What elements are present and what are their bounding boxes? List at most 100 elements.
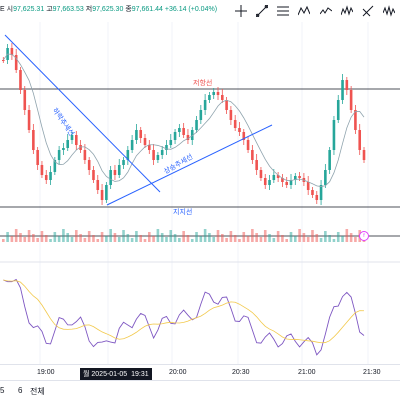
candle-body — [311, 190, 314, 195]
rsi-line — [3, 278, 365, 356]
high-label: 고 — [46, 6, 53, 13]
candle-body — [255, 160, 258, 170]
volume-bar — [319, 238, 323, 242]
volume-bar — [19, 233, 22, 242]
candle-body — [40, 165, 44, 175]
volume-bar — [298, 229, 301, 242]
rsi-pane — [3, 278, 365, 356]
range-button-all[interactable]: 전체 — [30, 387, 45, 396]
volume-bar — [263, 230, 267, 242]
candle-body — [14, 55, 18, 70]
volume-bar — [66, 233, 70, 242]
volume-bar — [2, 239, 5, 242]
volume-bar — [49, 239, 52, 242]
candle-body — [362, 150, 366, 160]
indicator-badge[interactable]: f — [359, 231, 369, 241]
volume-bar — [268, 234, 271, 242]
candle-body — [173, 132, 177, 140]
candle-body — [233, 120, 237, 128]
range-button-a[interactable]: 5 — [0, 386, 5, 395]
volume-bar — [289, 232, 293, 242]
trend-line-icon[interactable] — [254, 3, 270, 19]
candle-body — [2, 60, 5, 61]
volume-bar — [332, 239, 336, 242]
zoom-icon[interactable] — [381, 3, 397, 19]
candle-body — [165, 145, 168, 150]
time-tick: 21:30 — [363, 369, 381, 376]
measure-icon[interactable] — [360, 3, 376, 19]
candle-body — [130, 140, 134, 150]
volume-bar — [36, 238, 39, 242]
candlesticks — [2, 43, 366, 205]
volume-bar — [165, 237, 168, 242]
candle-body — [122, 160, 125, 165]
resistance-label: 저항선 — [193, 80, 213, 87]
volume-bar — [27, 230, 31, 242]
crosshair-icon[interactable] — [233, 3, 249, 19]
fib-icon[interactable] — [275, 3, 291, 19]
volume-bar — [53, 232, 57, 242]
low-label: 저 — [85, 6, 93, 13]
candle-body — [229, 110, 233, 120]
candle-body — [36, 150, 39, 165]
drawing-toolbar — [230, 0, 400, 22]
volume-bar — [311, 230, 314, 242]
candle-body — [66, 140, 70, 148]
candle-body — [169, 140, 173, 145]
volume-bar — [14, 229, 18, 242]
candle-body — [238, 128, 241, 132]
range-button-6[interactable]: 6 — [18, 386, 23, 395]
candle-body — [10, 48, 14, 55]
candle-body — [190, 130, 194, 140]
candle-body — [336, 100, 340, 120]
chart-grid — [0, 22, 400, 364]
volume-bar — [324, 231, 327, 242]
volume-bar — [148, 232, 151, 242]
cursor-date-label: 월 2025-01-05 19:31 — [80, 368, 152, 380]
candle-body — [79, 145, 82, 150]
volume-bar — [62, 229, 65, 242]
volume-bar — [242, 232, 246, 242]
brush-icon[interactable] — [318, 3, 334, 19]
volume-bar — [306, 237, 310, 242]
volume-bar — [272, 238, 276, 242]
candle-body — [23, 90, 27, 110]
text-icon[interactable] — [339, 3, 355, 19]
candle-body — [139, 130, 143, 138]
candle-body — [246, 140, 250, 150]
candle-body — [208, 95, 211, 100]
volume-bar — [251, 229, 254, 242]
candle-body — [156, 155, 160, 160]
candle-body — [143, 138, 147, 145]
candle-body — [96, 180, 100, 190]
candle-body — [27, 110, 31, 130]
volume-bar — [122, 230, 125, 242]
candle-body — [160, 150, 164, 155]
candle-body — [315, 195, 319, 200]
candle-body — [44, 175, 48, 180]
low-value: 97,625.30 — [92, 6, 124, 13]
volume-bar — [75, 230, 78, 242]
candle-body — [117, 165, 121, 175]
volume-bar — [341, 236, 344, 242]
volume-bar — [238, 239, 241, 242]
volume-bar — [178, 238, 181, 242]
candle-body — [186, 135, 190, 140]
volume-bar — [126, 234, 130, 242]
price-chart[interactable] — [0, 0, 400, 364]
candle-body — [294, 176, 297, 180]
pattern-icon[interactable] — [296, 3, 312, 19]
high-value: 97,663.53 — [52, 6, 84, 13]
volume-bar — [203, 229, 207, 242]
volume-bar — [105, 236, 108, 242]
support-label: 지지선 — [173, 209, 193, 216]
volume-bar — [276, 231, 280, 242]
time-tick: 21:00 — [298, 369, 316, 376]
volume-bar — [79, 234, 82, 242]
volume-bar — [70, 237, 74, 242]
candle-body — [53, 160, 57, 172]
candle-body — [126, 150, 130, 160]
candle-body — [225, 100, 228, 110]
cursor-date: 월 2025-01-05 — [83, 371, 128, 378]
volume-bar — [139, 235, 143, 242]
